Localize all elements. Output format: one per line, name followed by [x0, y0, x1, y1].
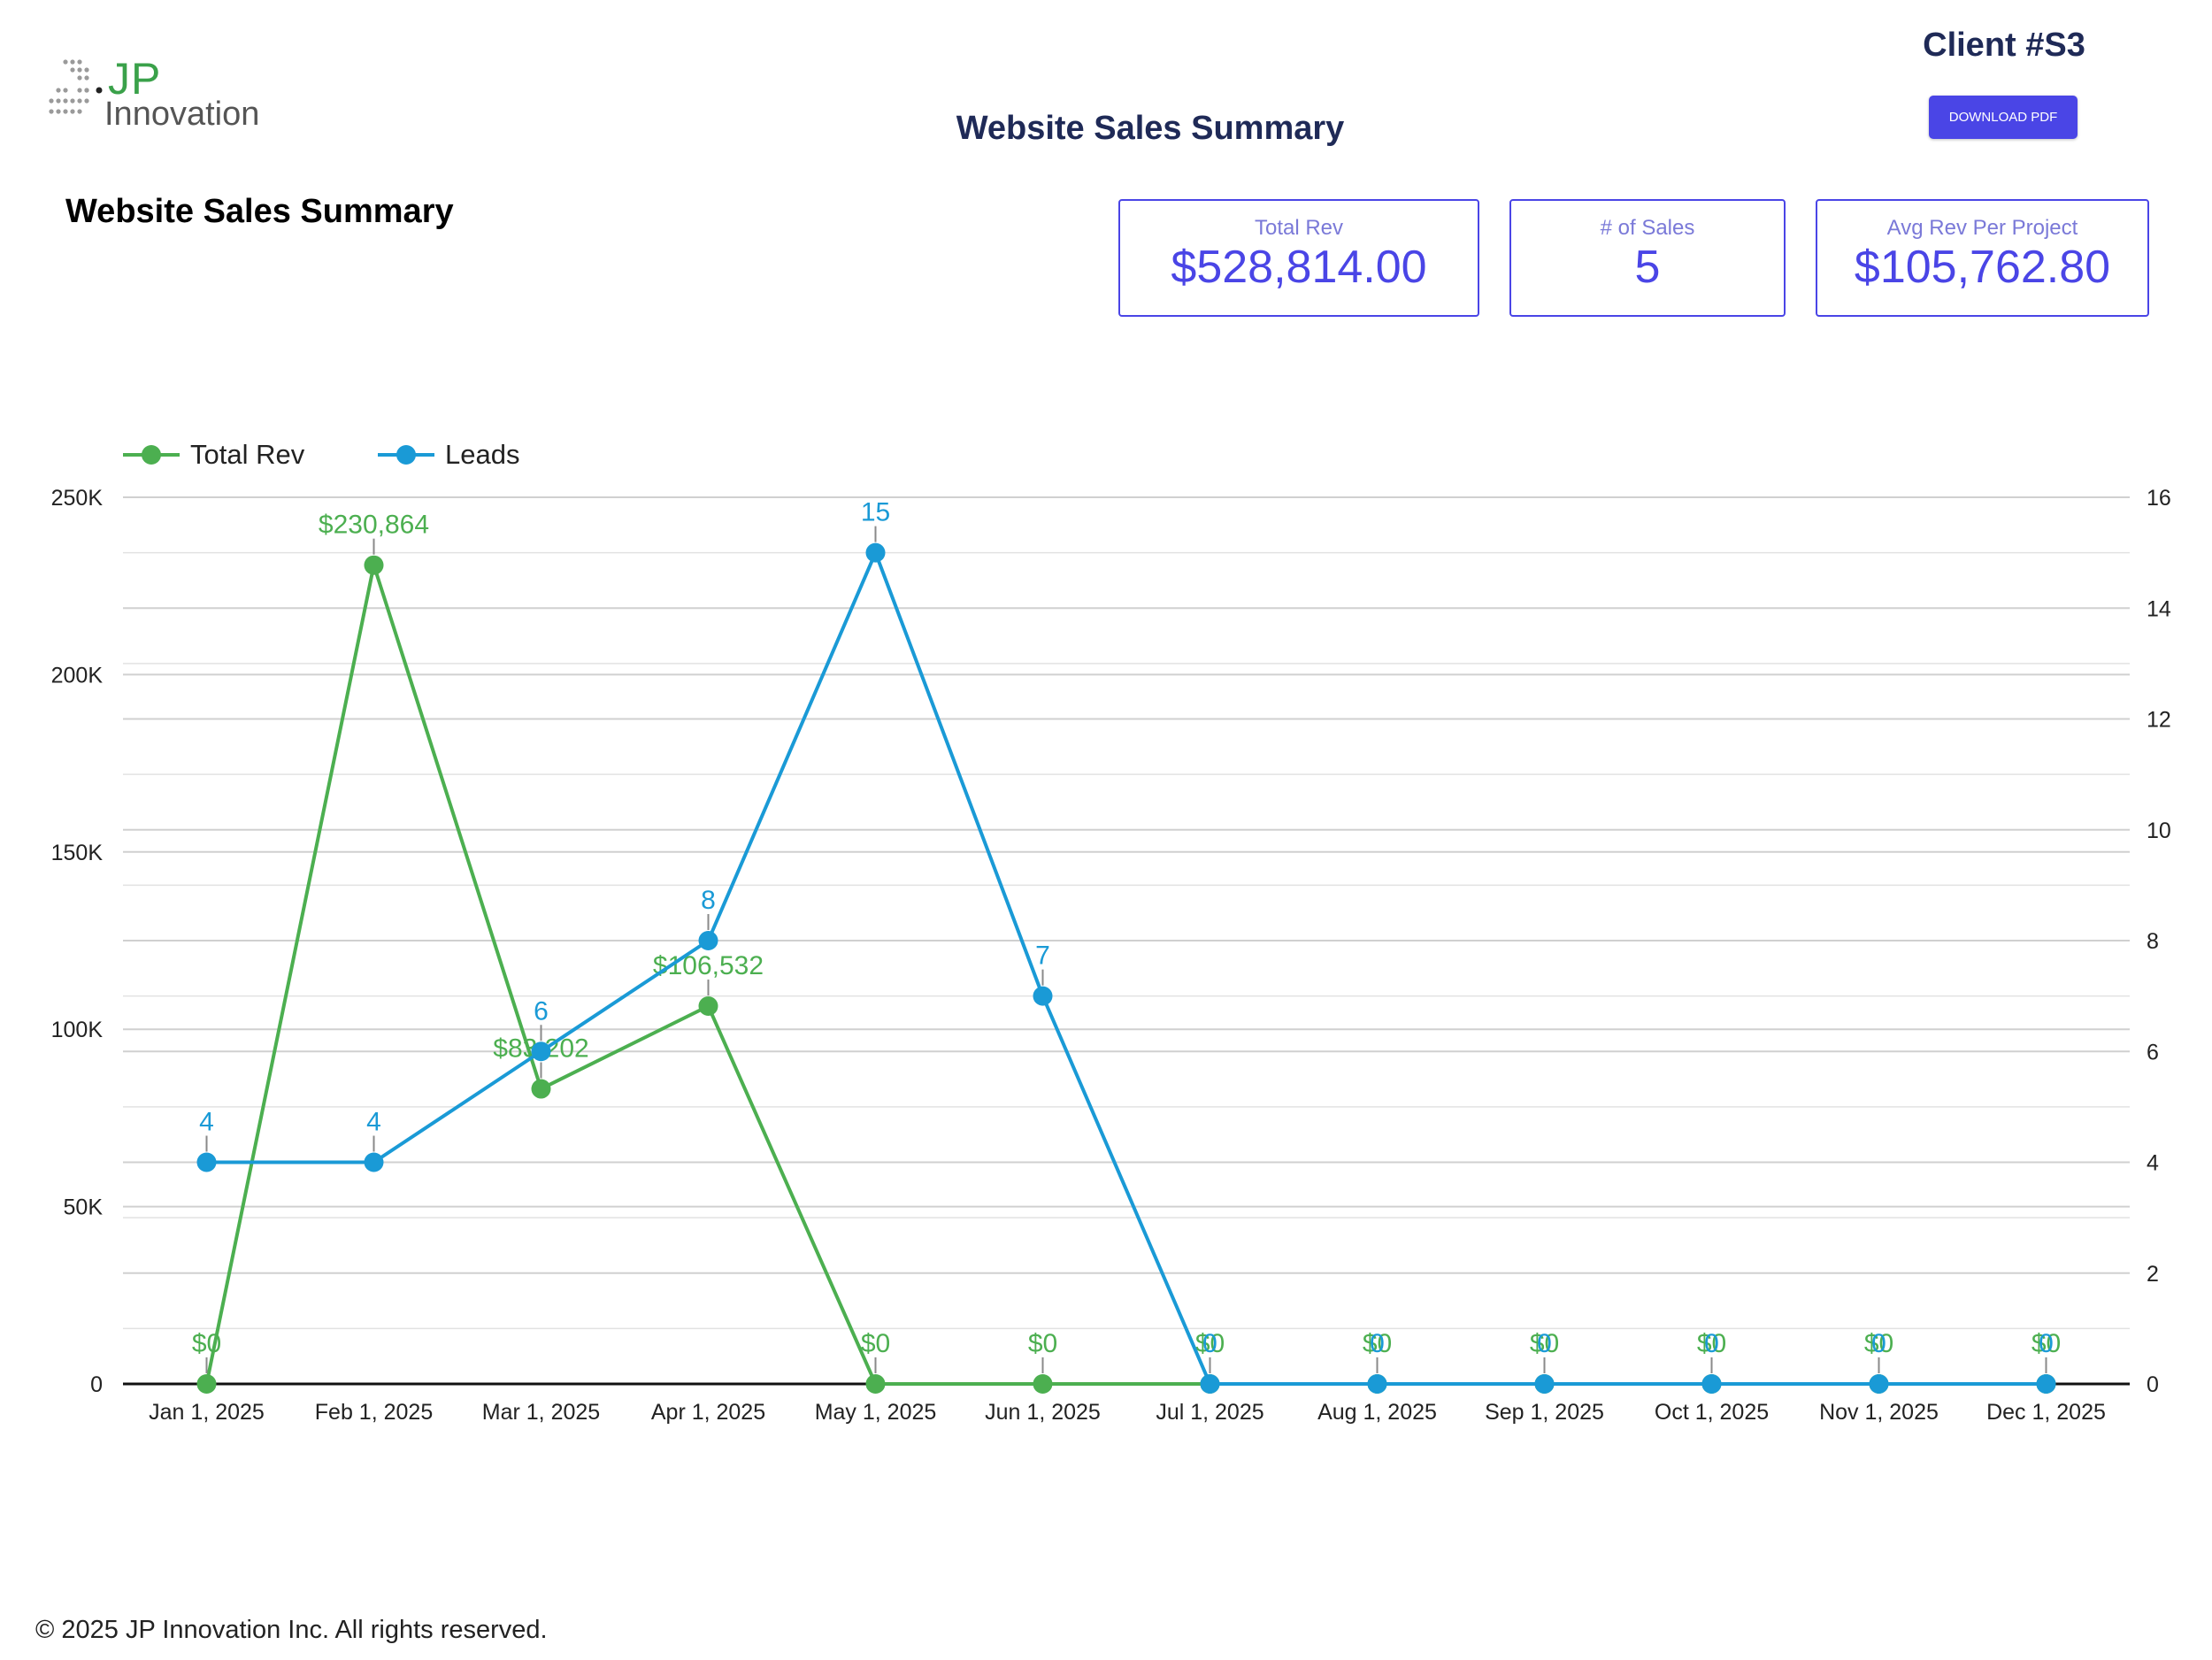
data-label: 0 [1202, 1329, 1217, 1358]
data-label: $0 [1028, 1329, 1057, 1358]
section-title: Website Sales Summary [65, 193, 454, 230]
sales-leads-line-chart: 0 50K 100K 150K 200K 250K 0 2 4 6 8 10 12 14 16 Jan 1, … [51, 439, 2171, 1425]
x-axis-tick-label: Jan 1, 2025 [149, 1400, 265, 1425]
scorecard-value: $105,762.80 [1854, 242, 2111, 293]
logo-dot-grid-icon [49, 59, 103, 114]
footer-copyright: © 2025 JP Innovation Inc. All rights res… [35, 1616, 548, 1644]
data-label: 4 [199, 1108, 214, 1137]
x-axis-tick-label: Mar 1, 2025 [482, 1400, 600, 1425]
data-point [1534, 1374, 1555, 1394]
right-axis-tick-label: 10 [2147, 818, 2171, 843]
x-axis-tick-label: Nov 1, 2025 [1819, 1400, 1939, 1425]
right-axis-tick-label: 14 [2147, 596, 2171, 621]
data-label: 15 [861, 498, 890, 527]
data-label: 6 [534, 996, 549, 1026]
data-label: 0 [1537, 1329, 1552, 1358]
logo-secondary-text: Innovation [104, 96, 260, 133]
data-label: 0 [2039, 1329, 2054, 1358]
scorecard-label: Total Rev [1254, 216, 1344, 240]
right-axis-tick-label: 4 [2147, 1151, 2159, 1176]
data-label: $230,864 [319, 511, 429, 540]
left-axis-tick-label: 250K [51, 486, 104, 511]
data-label: 7 [1035, 941, 1050, 971]
scorecard-total-rev: Total Rev $528,814.00 [1118, 199, 1479, 317]
company-logo: JP Innovation [46, 54, 267, 134]
right-axis-tick-label: 8 [2147, 929, 2159, 954]
legend-label: Total Rev [190, 439, 305, 470]
scorecard-avg-rev: Avg Rev Per Project $105,762.80 [1816, 199, 2149, 317]
download-pdf-button[interactable]: DOWNLOAD PDF [1929, 96, 2078, 139]
x-axis-tick-label: May 1, 2025 [815, 1400, 937, 1425]
data-label: $0 [861, 1329, 890, 1358]
data-point [2036, 1374, 2056, 1394]
data-point [1033, 1374, 1053, 1394]
data-point [1033, 986, 1053, 1006]
left-axis-tick-label: 100K [51, 1018, 104, 1042]
x-axis-tick-label: Oct 1, 2025 [1655, 1400, 1769, 1425]
scorecard-num-sales: # of Sales 5 [1509, 199, 1786, 317]
legend-marker [396, 445, 416, 465]
left-axis-tick-label: 150K [51, 841, 104, 865]
series-line [204, 563, 2047, 1386]
left-axis-tick-label: 50K [64, 1195, 104, 1220]
data-label: 0 [1370, 1329, 1385, 1358]
data-label: $0 [192, 1329, 221, 1358]
data-label: 0 [1871, 1329, 1886, 1358]
data-point [698, 996, 718, 1017]
left-axis-tick-label: 0 [90, 1372, 103, 1397]
x-axis-tick-label: Jul 1, 2025 [1156, 1400, 1263, 1425]
data-label: 0 [1704, 1329, 1719, 1358]
client-label: Client #S3 [1923, 27, 2085, 64]
right-axis-tick-label: 0 [2147, 1372, 2159, 1397]
right-axis-tick-label: 2 [2147, 1262, 2159, 1287]
right-axis-tick-label: 12 [2147, 708, 2171, 733]
data-point [196, 1374, 217, 1394]
data-point [531, 1041, 551, 1062]
scorecard-value: 5 [1634, 242, 1661, 293]
legend-label: Leads [445, 439, 519, 470]
series-line [206, 550, 2047, 1386]
data-point [698, 931, 718, 950]
legend-marker [142, 445, 161, 465]
data-point [1200, 1374, 1220, 1394]
x-axis-tick-label: Dec 1, 2025 [1986, 1400, 2106, 1425]
data-point [196, 1152, 217, 1172]
data-point [531, 1079, 551, 1099]
data-label: $0 [1864, 1329, 1893, 1358]
data-label: $0 [1195, 1329, 1225, 1358]
data-label: $0 [1363, 1329, 1392, 1358]
data-point [364, 1152, 384, 1172]
scorecard-value: $528,814.00 [1171, 242, 1427, 293]
data-point [865, 542, 886, 563]
right-axis-tick-label: 16 [2147, 486, 2171, 511]
data-label: 8 [701, 886, 716, 915]
left-axis-tick-label: 200K [51, 663, 104, 688]
data-label: $0 [2032, 1329, 2061, 1358]
page-title: Website Sales Summary [956, 110, 1345, 147]
data-point [1701, 1374, 1722, 1394]
logo-primary-text: JP [108, 54, 162, 104]
x-axis-tick-label: Jun 1, 2025 [985, 1400, 1101, 1425]
data-point [1367, 1374, 1387, 1394]
data-point [1869, 1374, 1889, 1394]
x-axis-tick-label: Sep 1, 2025 [1485, 1400, 1604, 1425]
scorecard-label: Avg Rev Per Project [1886, 216, 2078, 240]
x-axis-tick-label: Apr 1, 2025 [651, 1400, 765, 1425]
data-label: $0 [1697, 1329, 1726, 1358]
right-axis-tick-label: 6 [2147, 1040, 2159, 1064]
data-point [364, 555, 384, 575]
scorecard-label: # of Sales [1600, 216, 1695, 240]
x-axis-tick-label: Feb 1, 2025 [315, 1400, 433, 1425]
data-label: 4 [366, 1108, 381, 1137]
data-point [865, 1374, 886, 1394]
data-label: $0 [1530, 1329, 1559, 1358]
x-axis-tick-label: Aug 1, 2025 [1317, 1400, 1437, 1425]
